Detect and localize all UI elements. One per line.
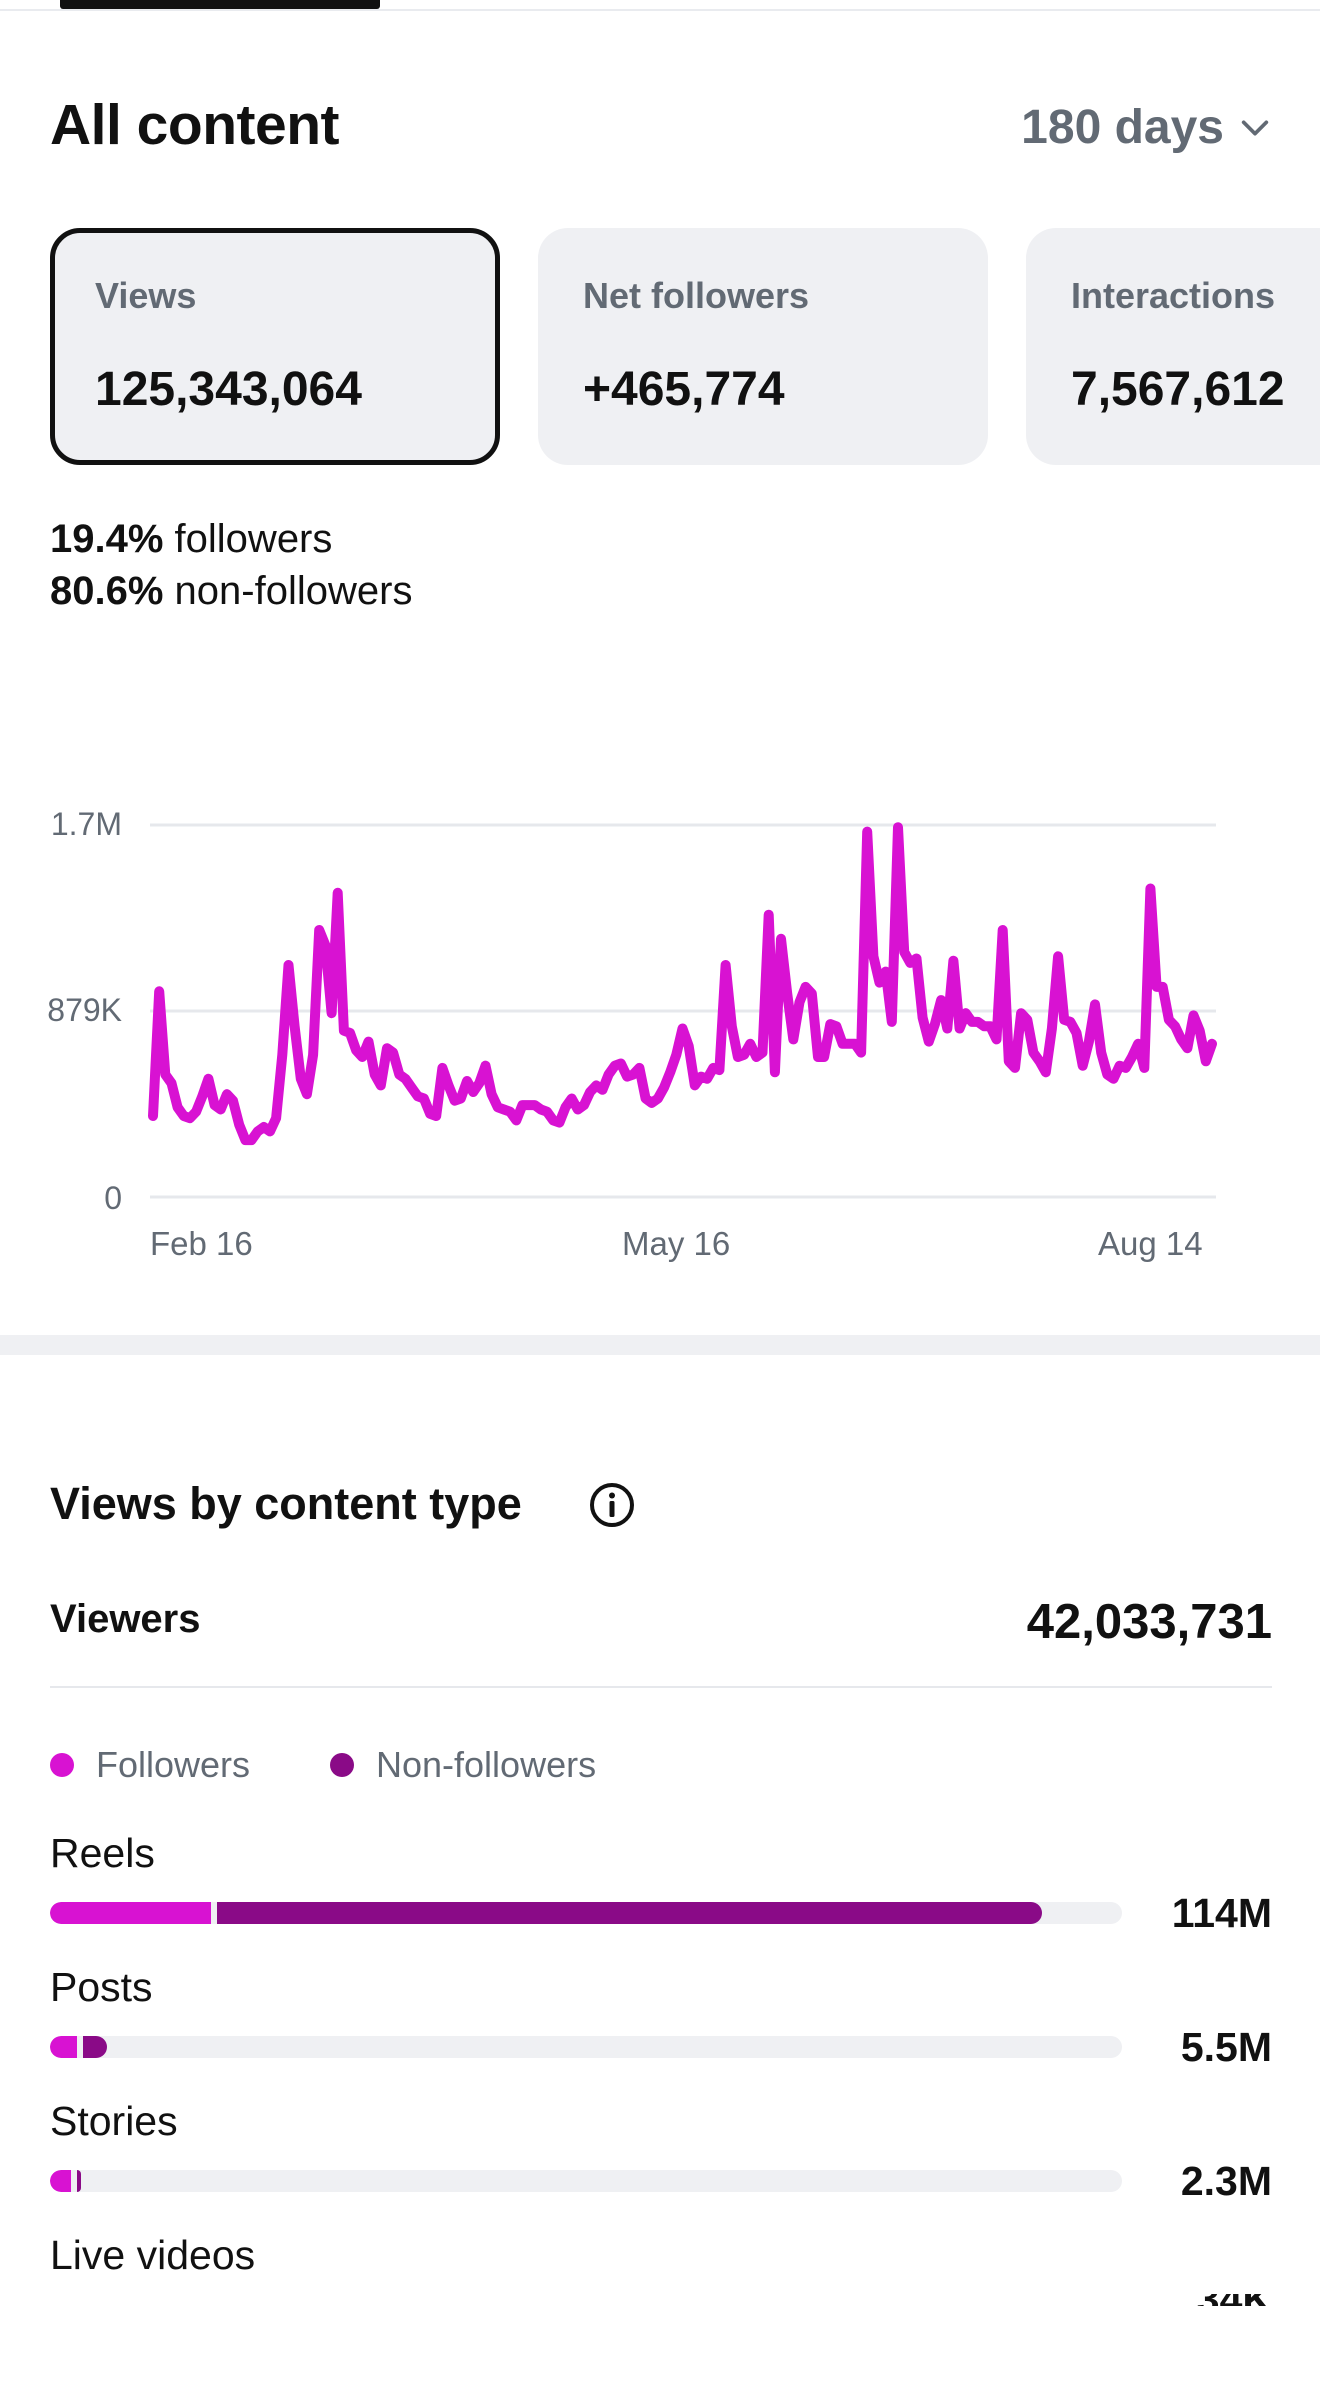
metric-label: Net followers	[583, 275, 810, 316]
audience-split: 19.4% followers 80.6% non-followers	[50, 513, 412, 617]
legend-non-followers: Non-followers	[330, 1744, 596, 1786]
content-type-label-stories: Stories	[50, 2098, 178, 2144]
date-range-label: 180 days	[1021, 101, 1224, 154]
viewers-label: Viewers	[50, 1597, 201, 1641]
views-series-line	[148, 822, 1217, 1146]
non-followers-segment	[216, 1902, 1043, 1924]
y-tick-label: 0	[104, 1180, 122, 1216]
content-type-value-live-videos: 34K	[1152, 2294, 1272, 2306]
followers-label: followers	[174, 517, 333, 561]
metric-card-views[interactable]: Views 125,343,064	[50, 228, 500, 465]
legend-followers: Followers	[50, 1744, 250, 1786]
content-type-value-reels: 114M	[1171, 1890, 1272, 1936]
content-type-bar-reels[interactable]	[50, 1902, 1122, 1924]
content-type-label-live-videos: Live videos	[50, 2232, 256, 2278]
metric-value: 7,567,612	[1071, 363, 1285, 416]
content-type-bar-posts[interactable]	[50, 2036, 1122, 2058]
viewers-divider	[50, 1686, 1272, 1688]
date-range-dropdown[interactable]: 180 days	[1021, 100, 1272, 155]
legend-dot-icon	[330, 1753, 354, 1777]
legend-label: Non-followers	[376, 1744, 597, 1785]
metric-card-interactions[interactable]: Interactions 7,567,612	[1026, 228, 1320, 465]
metric-value: 125,343,064	[95, 363, 362, 416]
content-type-label-posts: Posts	[50, 1964, 153, 2010]
followers-percent: 19.4%	[50, 517, 164, 561]
content-type-label-reels: Reels	[50, 1830, 155, 1876]
non-followers-percent: 80.6%	[50, 569, 164, 613]
content-type-value-stories: 2.3M	[1180, 2158, 1272, 2204]
metric-value: +465,774	[583, 363, 785, 416]
metric-card-net-followers[interactable]: Net followers +465,774	[538, 228, 988, 465]
live-videos-value-text: 34K	[1152, 2294, 1272, 2306]
x-tick-label: Feb 16	[150, 1225, 253, 1262]
non-followers-label: non-followers	[174, 569, 413, 613]
x-tick-label: May 16	[622, 1225, 731, 1262]
section-title: Views by content type	[50, 1478, 522, 1529]
views-line-chart[interactable]	[0, 780, 1320, 1220]
content-type-bar-stories[interactable]	[50, 2170, 1122, 2192]
y-tick-label: 1.7M	[50, 806, 122, 842]
metric-label: Interactions	[1071, 275, 1276, 316]
non-followers-segment	[82, 2036, 108, 2058]
followers-segment	[50, 2170, 72, 2192]
y-tick-label: 879K	[47, 992, 122, 1028]
info-icon[interactable]	[587, 1480, 637, 1530]
legend-label: Followers	[96, 1744, 251, 1785]
followers-segment	[50, 1902, 211, 1924]
metric-label: Views	[95, 275, 197, 316]
page-title: All content	[50, 93, 340, 157]
section-divider	[0, 1335, 1320, 1355]
viewers-value: 42,033,731	[1026, 1595, 1272, 1649]
legend-dot-icon	[50, 1753, 74, 1777]
followers-segment	[50, 2036, 77, 2058]
top-divider	[0, 9, 1320, 11]
chevron-down-icon	[1241, 119, 1269, 136]
x-tick-label: Aug 14	[1098, 1225, 1203, 1262]
non-followers-segment	[77, 2170, 81, 2192]
content-type-value-posts: 5.5M	[1180, 2024, 1272, 2070]
active-tab-indicator	[60, 0, 380, 9]
